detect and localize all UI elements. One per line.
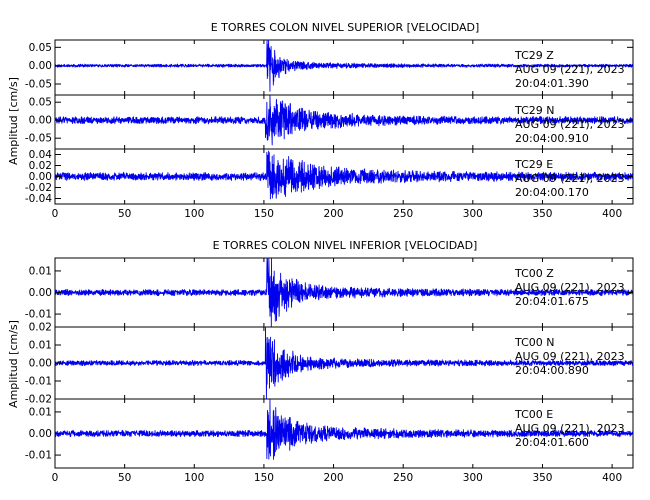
date-label: AUG 09 (221), 2023 — [515, 350, 625, 363]
y-tick-label: 0.01 — [29, 406, 52, 418]
time-label: 20:04:01.675 — [515, 295, 589, 308]
y-tick-label: -0.01 — [25, 309, 52, 321]
x-tick-label: 150 — [254, 472, 274, 484]
y-tick-label: -0.02 — [25, 394, 52, 406]
x-tick-label: 50 — [118, 208, 131, 220]
waveform-trace — [54, 257, 634, 328]
date-label: AUG 09 (221), 2023 — [515, 422, 625, 435]
y-tick-label: 0.01 — [29, 265, 52, 277]
time-label: 20:04:00.890 — [515, 364, 589, 377]
x-tick-label: 400 — [602, 472, 622, 484]
x-tick-label: 250 — [393, 208, 413, 220]
y-tick-label: 0.02 — [29, 160, 52, 172]
y-tick-label: 0.00 — [29, 115, 52, 127]
x-tick-label: 250 — [393, 472, 413, 484]
x-tick-label: 350 — [532, 472, 552, 484]
x-tick-label: 0 — [52, 208, 59, 220]
y-tick-label: 0.00 — [29, 60, 52, 72]
x-tick-label: 350 — [532, 208, 552, 220]
y-tick-label: 0.00 — [29, 358, 52, 370]
y-tick-label: -0.04 — [25, 193, 52, 205]
station-component-label: TC00 N — [514, 336, 554, 349]
y-tick-label: 0.04 — [29, 149, 53, 161]
x-tick-label: 100 — [184, 208, 204, 220]
date-label: AUG 09 (221), 2023 — [515, 118, 625, 131]
lower-chart-ylabel: Amplitud [cm/s] — [7, 320, 20, 408]
y-tick-label: 0.02 — [29, 322, 52, 334]
time-label: 20:04:00.910 — [515, 132, 589, 145]
y-tick-label: -0.02 — [25, 182, 52, 194]
date-label: AUG 09 (221), 2023 — [515, 63, 625, 76]
x-tick-label: 300 — [463, 472, 483, 484]
x-tick-label: 100 — [184, 472, 204, 484]
x-tick-label: 400 — [602, 208, 622, 220]
x-tick-label: 150 — [254, 208, 274, 220]
y-tick-label: 0.00 — [29, 287, 52, 299]
y-tick-label: 0.00 — [29, 171, 52, 183]
upper-chart-title: E TORRES COLON NIVEL SUPERIOR [VELOCIDAD… — [211, 21, 480, 34]
y-tick-label: 0.05 — [29, 42, 52, 54]
x-tick-label: 200 — [324, 208, 344, 220]
time-label: 20:04:01.600 — [515, 436, 589, 449]
time-label: 20:04:01.390 — [515, 77, 589, 90]
x-tick-label: 50 — [118, 472, 131, 484]
upper-chart-ylabel: Amplitud [cm/s] — [7, 77, 20, 165]
date-label: AUG 09 (221), 2023 — [515, 172, 625, 185]
station-component-label: TC00 E — [514, 408, 553, 421]
date-label: AUG 09 (221), 2023 — [515, 281, 625, 294]
waveform-trace — [54, 39, 634, 92]
station-component-label: TC29 E — [514, 158, 553, 171]
lower-chart-title: E TORRES COLON NIVEL INFERIOR [VELOCIDAD… — [213, 239, 478, 252]
station-component-label: TC00 Z — [514, 267, 554, 280]
x-tick-label: 0 — [52, 472, 59, 484]
waveform-trace — [54, 398, 634, 460]
y-tick-label: 0.05 — [29, 97, 52, 109]
x-tick-label: 200 — [324, 472, 344, 484]
y-tick-label: 0.00 — [29, 428, 52, 440]
waveform-trace — [54, 326, 634, 400]
time-label: 20:04:00.170 — [515, 186, 589, 199]
y-tick-label: -0.05 — [25, 133, 52, 145]
station-component-label: TC29 Z — [514, 49, 554, 62]
waveform-trace — [54, 95, 634, 146]
y-tick-label: -0.01 — [25, 376, 52, 388]
station-component-label: TC29 N — [514, 104, 554, 117]
y-tick-label: 0.01 — [29, 340, 52, 352]
x-tick-label: 300 — [463, 208, 483, 220]
y-tick-label: -0.05 — [25, 79, 52, 91]
waveform-trace — [54, 150, 634, 200]
y-tick-label: -0.01 — [25, 450, 52, 462]
